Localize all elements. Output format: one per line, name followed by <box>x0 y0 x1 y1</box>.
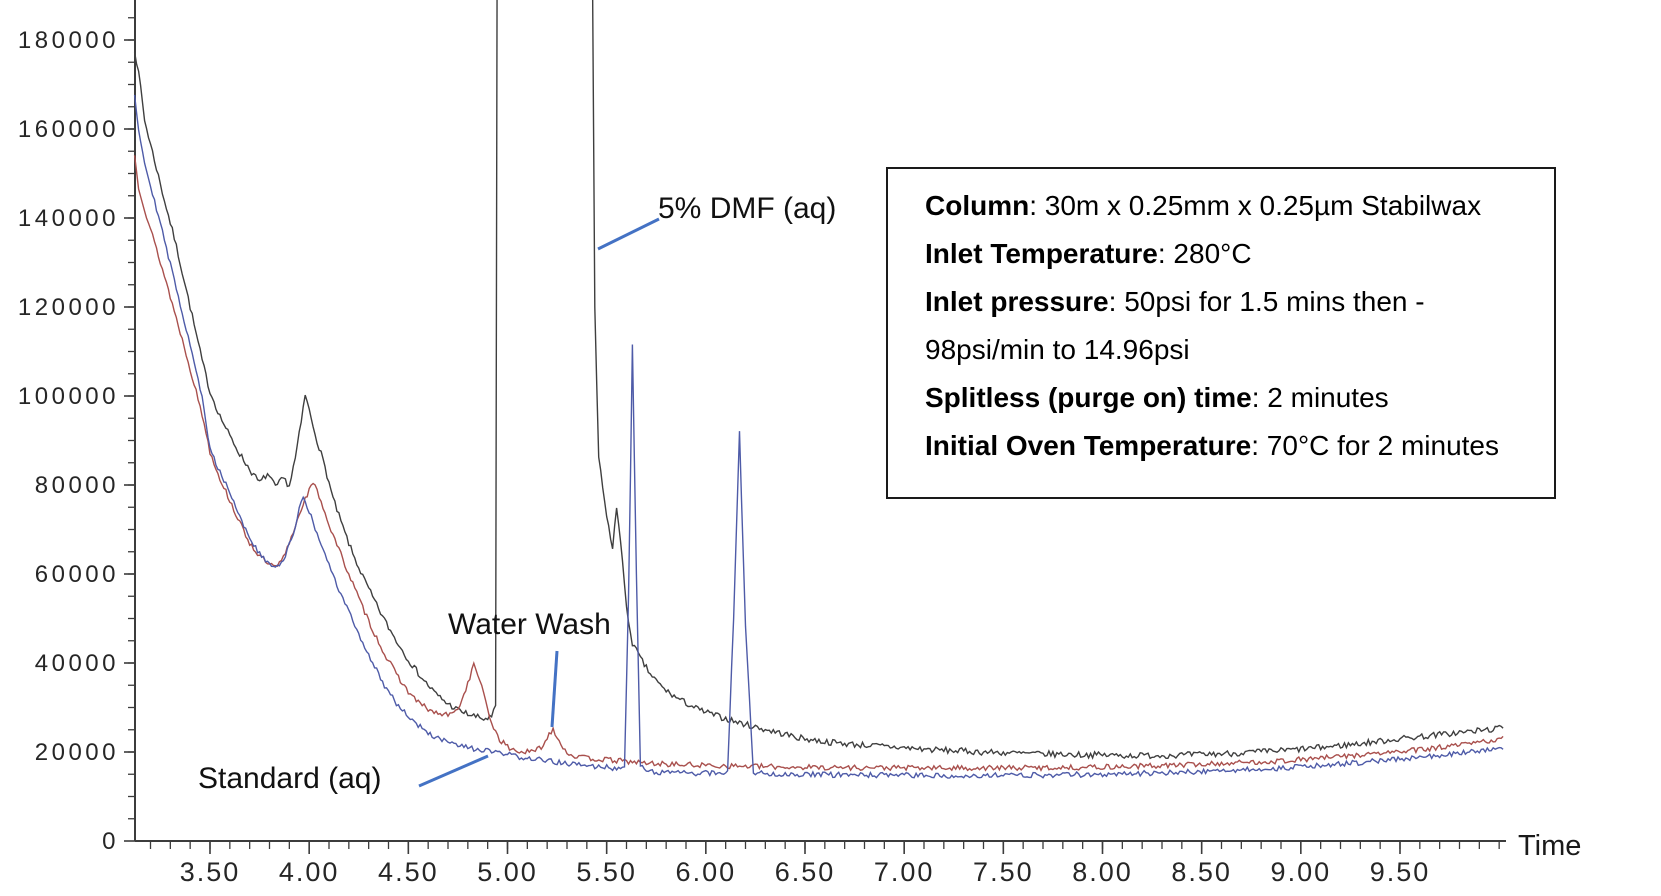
y-tick-label: 20000 <box>35 739 119 766</box>
y-tick-label: 40000 <box>35 650 119 677</box>
standard-trace-label: Standard (aq) <box>198 762 382 795</box>
method-info-box: Column: 30m x 0.25mm x 0.25µm Stabilwax … <box>886 167 1556 499</box>
info-line-splitless-time: Splitless (purge on) time: 2 minutes <box>925 382 1389 413</box>
x-tick-label: 5.50 <box>576 857 637 887</box>
x-axis-title: Time <box>1518 830 1582 862</box>
x-tick-label: 4.50 <box>378 857 439 887</box>
x-tick-label: 7.50 <box>973 857 1034 887</box>
x-tick-label: 6.00 <box>676 857 737 887</box>
x-tick-label: 6.50 <box>775 857 836 887</box>
y-tick-label: 160000 <box>18 116 119 143</box>
trace-5-dmf-aq <box>133 0 1504 760</box>
info-line-column: Column: 30m x 0.25mm x 0.25µm Stabilwax <box>925 190 1482 221</box>
y-tick-label: 120000 <box>18 294 119 321</box>
x-tick-label: 5.00 <box>477 857 538 887</box>
y-tick-label: 0 <box>102 828 119 855</box>
x-tick-label: 8.00 <box>1072 857 1133 887</box>
x-tick-label: 7.00 <box>874 857 935 887</box>
trace-water-wash <box>133 155 1504 772</box>
y-tick-label: 100000 <box>18 383 119 410</box>
dmf-trace-label: 5% DMF (aq) <box>658 192 837 225</box>
trace-standard-aq <box>133 94 1504 779</box>
info-line-inlet-temperature: Inlet Temperature: 280°C <box>925 238 1252 269</box>
y-tick-label: 180000 <box>18 27 119 54</box>
y-tick-label: 140000 <box>18 205 119 232</box>
leader-line-dmf <box>597 217 660 251</box>
y-tick-label: 80000 <box>35 472 119 499</box>
info-line-inlet-pressure-cont: 98psi/min to 14.96psi <box>925 334 1190 365</box>
x-tick-label: 9.00 <box>1271 857 1332 887</box>
x-tick-label: 9.50 <box>1370 857 1431 887</box>
info-line-initial-oven-temp: Initial Oven Temperature: 70°C for 2 min… <box>925 430 1499 461</box>
x-tick-label: 4.00 <box>279 857 340 887</box>
x-tick-label: 8.50 <box>1171 857 1232 887</box>
leader-line-standard <box>418 754 489 788</box>
info-line-inlet-pressure: Inlet pressure: 50psi for 1.5 mins then … <box>925 286 1425 317</box>
y-tick-label: 60000 <box>35 561 119 588</box>
water-wash-trace-label: Water Wash <box>448 608 611 641</box>
leader-line-water-wash <box>550 650 559 728</box>
x-tick-label: 3.50 <box>180 857 241 887</box>
